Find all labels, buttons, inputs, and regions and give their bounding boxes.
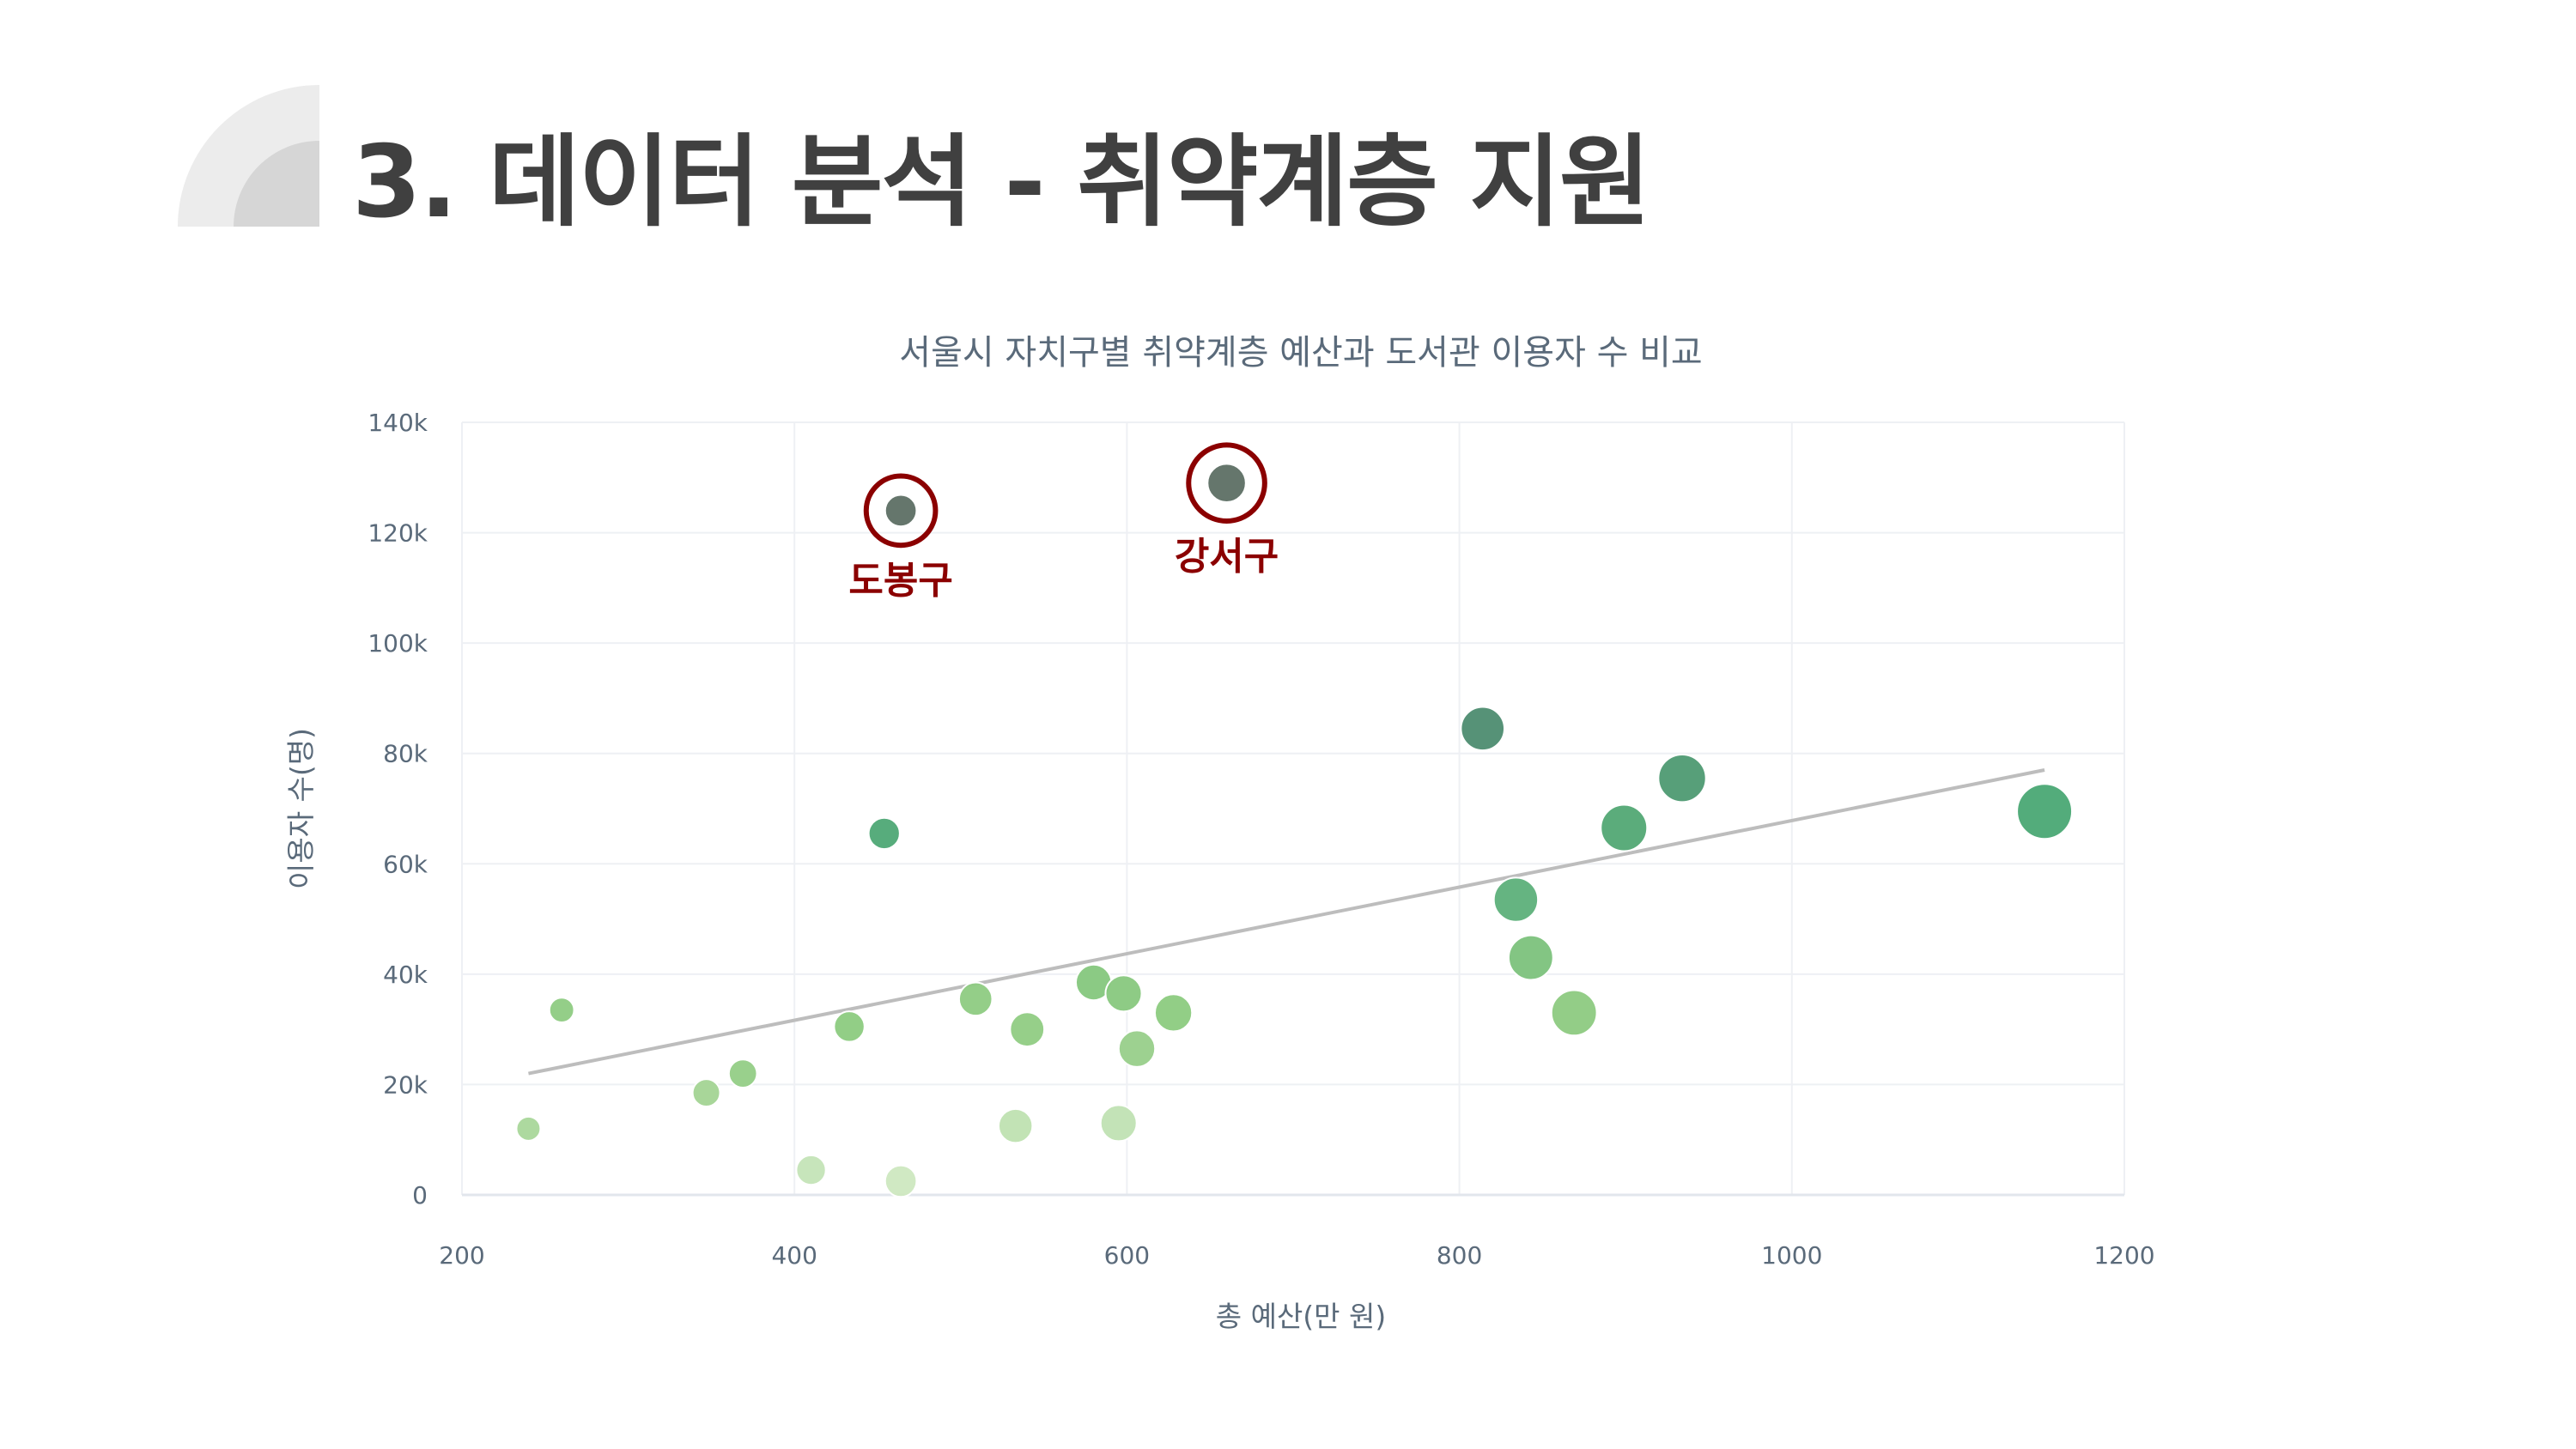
y-tick-label: 0 <box>412 1181 428 1210</box>
decoration-quarter-circle-small <box>234 141 319 227</box>
scatter-point <box>2016 783 2074 840</box>
scatter-point <box>1460 706 1506 752</box>
y-tick-label: 20k <box>383 1070 428 1099</box>
scatter-point <box>1009 1011 1046 1048</box>
scatter-point <box>1099 1104 1138 1143</box>
scatter-point <box>1657 753 1707 803</box>
trend-line <box>528 768 2045 1076</box>
slide-decoration <box>178 85 319 227</box>
scatter-point <box>1117 1029 1157 1068</box>
scatter-point <box>548 997 575 1024</box>
x-axis-ticks: 200 400 600 800 1000 1200 <box>439 1241 2154 1270</box>
scatter-point <box>957 981 993 1017</box>
chart-grid <box>461 421 2125 1197</box>
x-tick-label: 1000 <box>1761 1241 1822 1270</box>
scatter-point <box>795 1154 827 1186</box>
x-tick-label: 1200 <box>2093 1241 2154 1270</box>
scatter-point <box>515 1115 542 1142</box>
y-tick-label: 80k <box>383 740 428 768</box>
scatter-point <box>1550 989 1598 1037</box>
annotation-label: 도봉구 <box>848 559 952 603</box>
x-tick-label: 400 <box>771 1241 817 1270</box>
x-tick-label: 800 <box>1437 1241 1482 1270</box>
y-tick-label: 40k <box>383 961 428 989</box>
scatter-point <box>1492 876 1540 923</box>
scatter-point <box>1153 993 1194 1033</box>
scatter-point <box>997 1107 1034 1144</box>
annotation-label: 강서구 <box>1175 535 1279 579</box>
scatter-point <box>1104 974 1143 1013</box>
y-tick-label: 100k <box>368 629 428 658</box>
chart-title: 서울시 자치구별 취약계층 예산과 도서관 이용자 수 비교 <box>899 333 1702 373</box>
y-tick-label: 140k <box>368 409 428 437</box>
scatter-point <box>884 494 918 528</box>
x-tick-label: 600 <box>1104 1241 1150 1270</box>
data-points <box>515 463 2074 1198</box>
y-tick-label: 120k <box>368 519 428 548</box>
scatter-point <box>1206 463 1247 504</box>
highlight-ring <box>1186 442 1267 524</box>
scatter-point <box>884 1164 918 1198</box>
x-tick-label: 200 <box>439 1241 484 1270</box>
y-axis-label: 이용자 수(명) <box>284 728 318 889</box>
scatter-point <box>1600 803 1649 852</box>
scatter-point <box>691 1078 721 1108</box>
slide-title: 3. 데이터 분석 - 취약계층 지원 <box>352 124 1651 240</box>
highlight-ring <box>863 473 939 549</box>
y-tick-label: 60k <box>383 850 428 878</box>
scatter-point <box>867 816 901 851</box>
y-axis-ticks: 0 20k 40k 60k 80k 100k 120k 140k <box>368 409 428 1210</box>
scatter-point <box>833 1010 866 1043</box>
scatter-point <box>1507 934 1554 981</box>
x-axis-label: 총 예산(만 원) <box>1216 1300 1387 1333</box>
annotations: 도봉구 강서구 <box>848 442 1279 603</box>
scatter-point <box>727 1058 758 1088</box>
